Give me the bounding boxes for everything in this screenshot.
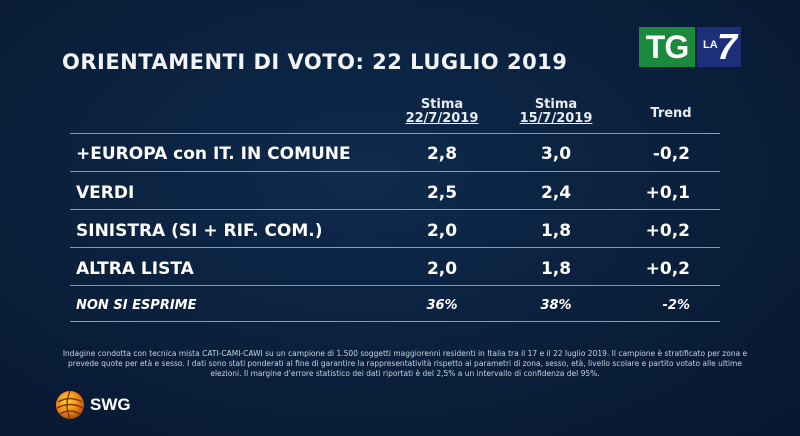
table-divider [70, 285, 720, 286]
cell-stima-22: 2,5 [426, 183, 458, 203]
swg-logo-text: SWG [90, 395, 131, 414]
row-label: +EUROPA con IT. IN COMUNE [76, 144, 351, 164]
column-header-date: 15/7/2019 [519, 111, 593, 126]
column-header-stima-22: Stima 22/7/2019 [394, 98, 490, 126]
column-header-trend: Trend [650, 106, 692, 121]
page-title: ORIENTAMENTI DI VOTO: 22 LUGLIO 2019 [62, 50, 568, 74]
cell-stima-15: 38% [540, 298, 572, 313]
column-header-label: Stima [534, 97, 578, 112]
column-header-date: 22/7/2019 [405, 111, 479, 126]
cell-stima-15: 1,8 [540, 221, 572, 241]
la7-seven-text: 7 [717, 26, 738, 67]
column-header-stima-15: Stima 15/7/2019 [508, 98, 604, 126]
cell-stima-15: 1,8 [540, 259, 572, 279]
swg-logo: SWG [54, 388, 131, 422]
cell-trend: +0,1 [645, 183, 690, 203]
cell-trend: +0,2 [645, 259, 690, 279]
row-label: VERDI [76, 183, 135, 203]
table-divider [70, 209, 720, 210]
cell-stima-22: 2,0 [426, 221, 458, 241]
tg-la7-logo: TG LA 7 [639, 27, 741, 67]
tg-logo-box: TG [639, 27, 695, 67]
column-header-label: Stima [420, 97, 464, 112]
cell-trend: -2% [662, 298, 690, 313]
cell-stima-15: 3,0 [540, 144, 572, 164]
table-divider [70, 247, 720, 248]
row-label: SINISTRA (SI + RIF. COM.) [76, 221, 323, 241]
table-divider [70, 321, 720, 322]
la7-la-text: LA [703, 39, 718, 51]
swg-ball-icon [56, 390, 84, 420]
table-divider [70, 171, 720, 172]
cell-stima-22: 36% [426, 298, 458, 313]
cell-trend: +0,2 [645, 221, 690, 241]
cell-stima-22: 2,8 [426, 144, 458, 164]
cell-stima-15: 2,4 [540, 183, 572, 203]
cell-trend: -0,2 [652, 144, 690, 164]
la7-logo-box: LA 7 [697, 27, 741, 67]
cell-stima-22: 2,0 [426, 259, 458, 279]
row-label: NON SI ESPRIME [76, 298, 197, 313]
table-divider [70, 133, 720, 134]
methodology-footnote: Indagine condotta con tecnica mista CATI… [62, 349, 748, 378]
row-label: ALTRA LISTA [76, 259, 194, 279]
